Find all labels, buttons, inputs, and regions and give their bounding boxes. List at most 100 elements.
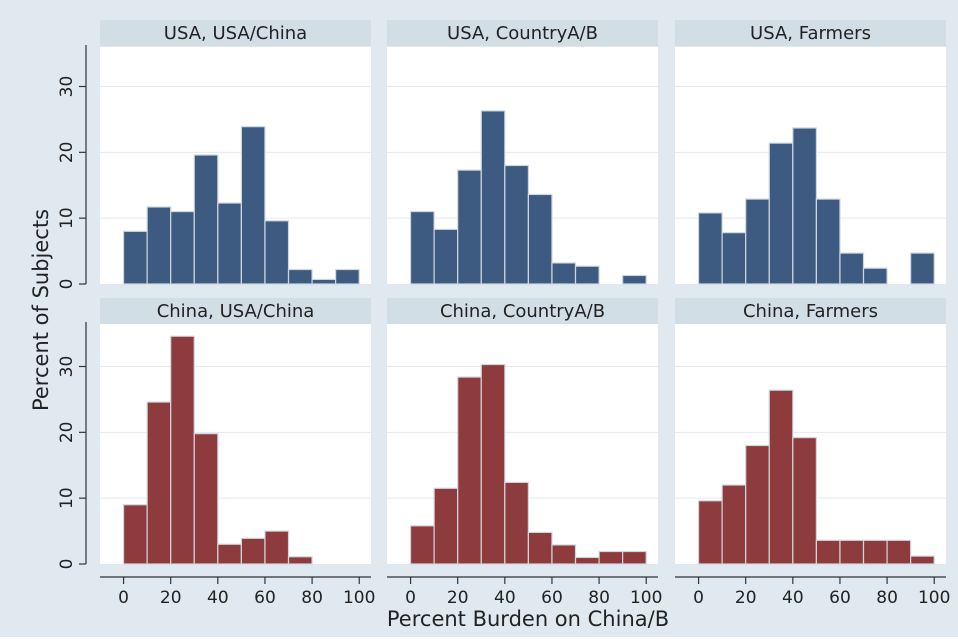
x-tick-label: 60 xyxy=(829,588,851,608)
histogram-bar xyxy=(622,274,647,285)
histogram-bar xyxy=(551,544,577,565)
panel-header xyxy=(100,20,371,46)
histogram-bar xyxy=(287,556,313,565)
x-tick-label: 40 xyxy=(207,588,229,608)
histogram-bar xyxy=(815,198,841,285)
panel: USA, CountryA/B xyxy=(387,20,658,285)
histogram-bar xyxy=(433,487,459,565)
histogram-bar xyxy=(792,437,817,565)
histogram-bar xyxy=(287,268,313,285)
panel-title: USA, CountryA/B xyxy=(447,23,598,44)
histogram-bar xyxy=(886,539,912,565)
x-tick-label: 80 xyxy=(301,588,323,608)
histogram-bar xyxy=(839,539,865,565)
histogram-bar xyxy=(768,389,794,565)
histogram-bar xyxy=(598,550,624,565)
histogram-bar xyxy=(217,543,242,565)
histogram-bar xyxy=(146,401,172,565)
y-tick-label: 20 xyxy=(57,142,77,164)
histogram-bar xyxy=(433,228,459,285)
y-tick-label: 30 xyxy=(57,76,77,98)
histogram-bar xyxy=(792,127,817,285)
x-tick-label: 60 xyxy=(541,588,563,608)
histogram-bar xyxy=(409,525,435,565)
histogram-bar xyxy=(264,220,290,285)
x-tick-label: 20 xyxy=(160,588,182,608)
histogram-bar xyxy=(721,232,747,285)
histogram-bar xyxy=(122,504,148,565)
x-tick-label: 0 xyxy=(693,588,704,608)
panel-header xyxy=(387,20,658,46)
histogram-bar xyxy=(815,539,841,565)
y-tick-label: 10 xyxy=(57,487,77,509)
histogram-bar xyxy=(574,556,600,565)
y-axis-label: Percent of Subjects xyxy=(29,209,53,411)
histogram-bar xyxy=(527,531,553,565)
histogram-bar xyxy=(193,433,219,565)
x-tick-label: 0 xyxy=(118,588,129,608)
y-tick-label: 0 xyxy=(57,559,77,570)
histogram-bar xyxy=(862,267,888,285)
histogram-bar xyxy=(217,202,242,285)
panel: China, CountryA/B xyxy=(387,298,658,565)
histogram-bar xyxy=(768,142,794,285)
histogram-bar xyxy=(170,335,195,565)
panel-title: China, Farmers xyxy=(743,301,878,322)
x-tick-label: 80 xyxy=(876,588,898,608)
x-tick-label: 40 xyxy=(782,588,804,608)
panel-title: China, USA/China xyxy=(157,301,315,322)
histogram-bar xyxy=(504,481,529,565)
histogram-bar xyxy=(622,550,647,565)
panel-title: China, CountryA/B xyxy=(440,301,605,322)
histogram-bar xyxy=(574,265,600,285)
histogram-bar xyxy=(910,555,935,565)
panel-title: USA, Farmers xyxy=(750,23,871,44)
x-tick-label: 80 xyxy=(588,588,610,608)
histogram-bar xyxy=(910,252,935,285)
histogram-bar xyxy=(193,154,219,285)
histogram-bar xyxy=(551,262,577,285)
histogram-bar xyxy=(697,500,723,565)
panel: USA, Farmers xyxy=(675,20,946,285)
panel-title: USA, USA/China xyxy=(164,23,307,44)
panel: China, Farmers xyxy=(675,298,946,565)
histogram-bar xyxy=(504,164,529,285)
y-tick-label: 0 xyxy=(57,279,77,290)
x-tick-label: 100 xyxy=(343,588,375,608)
panel-header xyxy=(675,298,946,324)
x-tick-label: 100 xyxy=(918,588,950,608)
histogram-bar xyxy=(745,198,770,285)
histogram-bar xyxy=(240,537,266,565)
histogram-bar xyxy=(240,126,266,285)
histogram-bar xyxy=(264,530,290,565)
histogram-bar xyxy=(146,206,172,285)
histogram-bar xyxy=(480,363,506,565)
histogram-bar xyxy=(311,278,337,285)
x-axis-label: Percent Burden on China/B xyxy=(387,607,669,631)
histogram-bar xyxy=(697,212,723,285)
panel-header xyxy=(100,298,371,324)
histogram-bar xyxy=(480,110,506,285)
histogram-bar xyxy=(409,210,435,285)
y-tick-label: 10 xyxy=(57,207,77,229)
histogram-bar xyxy=(457,169,482,285)
histogram-bar xyxy=(839,252,865,285)
histogram-bar xyxy=(122,230,148,285)
y-tick-label: 20 xyxy=(57,422,77,444)
histogram-bar xyxy=(457,376,482,565)
panel: USA, USA/China xyxy=(100,20,371,285)
histogram-bar xyxy=(721,484,747,565)
histogram-bar xyxy=(527,193,553,285)
histogram-bar xyxy=(862,539,888,565)
x-tick-label: 20 xyxy=(447,588,469,608)
x-tick-label: 60 xyxy=(254,588,276,608)
panel-header xyxy=(675,20,946,46)
histogram-bar xyxy=(745,444,770,565)
x-tick-label: 100 xyxy=(630,588,662,608)
panel: China, USA/China xyxy=(100,298,371,565)
histogram-bar xyxy=(170,210,195,285)
histogram-bar xyxy=(335,268,360,285)
panel-header xyxy=(387,298,658,324)
